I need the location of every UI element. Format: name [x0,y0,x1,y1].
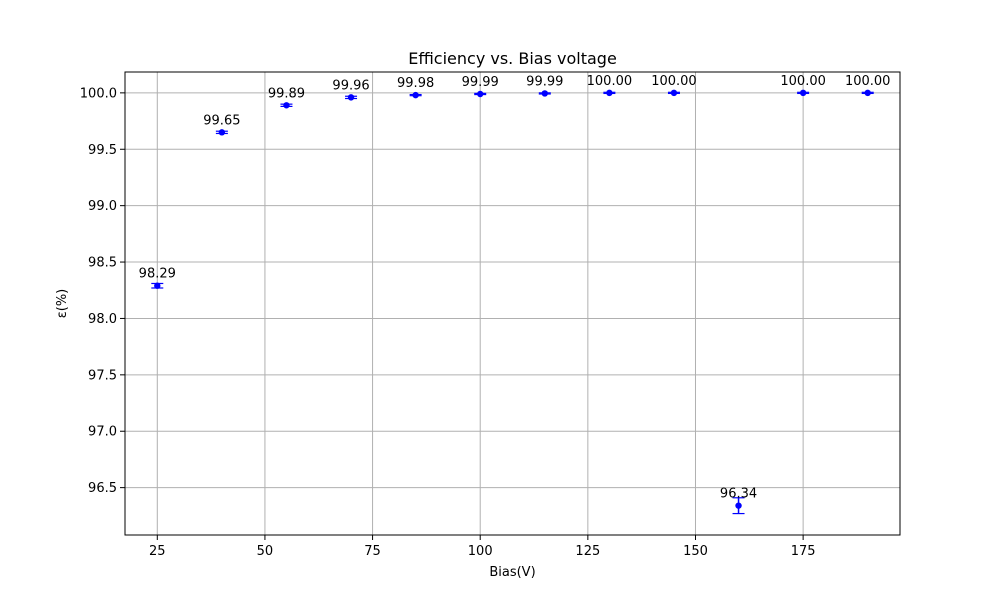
data-label: 100.00 [587,74,633,89]
point-marker [154,282,161,289]
data-label: 99.65 [203,113,240,128]
point-marker [735,502,742,509]
x-tick-label: 75 [364,544,381,559]
data-label: 99.99 [462,75,499,90]
data-point: 96.34 [720,487,757,515]
x-axis-ticks: 25 50 75 100 125 150 175 [149,535,816,559]
x-tick-label: 125 [575,544,600,559]
y-tick-label: 99.5 [88,143,117,158]
data-label: 98.29 [139,267,176,282]
data-label: 100.00 [780,74,826,89]
data-label: 100.00 [845,74,891,89]
y-tick-label: 98.0 [88,312,117,327]
data-point: 100.00 [587,74,633,97]
data-label: 99.99 [526,74,563,89]
x-tick-label: 25 [149,544,166,559]
point-marker [541,90,548,97]
y-axis-label: ε(%) [55,289,70,319]
x-tick-label: 50 [257,544,274,559]
data-point: 99.99 [526,74,563,97]
point-marker [283,102,290,109]
y-tick-label: 97.0 [88,425,117,440]
point-marker [347,94,355,101]
point-marker [864,89,871,97]
point-marker [799,89,807,97]
data-point: 99.98 [397,76,434,99]
data-label: 99.96 [332,78,369,93]
point-marker [477,90,484,98]
data-label: 96.34 [720,487,757,502]
chart-title: Efficiency vs. Bias voltage [408,49,617,68]
y-tick-label: 99.0 [88,199,117,214]
data-point: 100.00 [780,74,826,97]
point-marker [670,89,678,97]
y-tick-label: 96.5 [88,481,117,496]
data-label: 99.89 [268,86,305,101]
data-point: 99.89 [268,86,305,109]
y-axis-ticks: 96.5 97.0 97.5 98.0 98.5 99.0 99.5 100.0 [80,86,125,496]
x-tick-label: 150 [683,544,708,559]
y-tick-label: 100.0 [80,86,117,101]
x-tick-label: 175 [791,544,816,559]
data-point: 99.99 [462,75,499,98]
data-label: 100.00 [651,74,697,89]
data-point: 99.65 [203,113,240,136]
data-point: 98.29 [139,267,176,289]
data-point: 100.00 [651,74,697,97]
x-tick-label: 100 [468,544,493,559]
point-marker [412,91,419,99]
y-tick-label: 98.5 [88,256,117,271]
point-marker [606,89,613,97]
grid [125,72,900,535]
point-marker [218,129,226,136]
data-point: 99.96 [332,78,370,101]
data-points: 98.29 99.65 99.89 99.96 99.98 99.99 99.99 100.0… [139,74,891,515]
data-point: 100.00 [845,74,891,97]
x-axis-label: Bias(V) [489,565,535,580]
y-tick-label: 97.5 [88,368,117,383]
data-label: 99.98 [397,76,434,91]
plot-area-frame [124,71,901,536]
